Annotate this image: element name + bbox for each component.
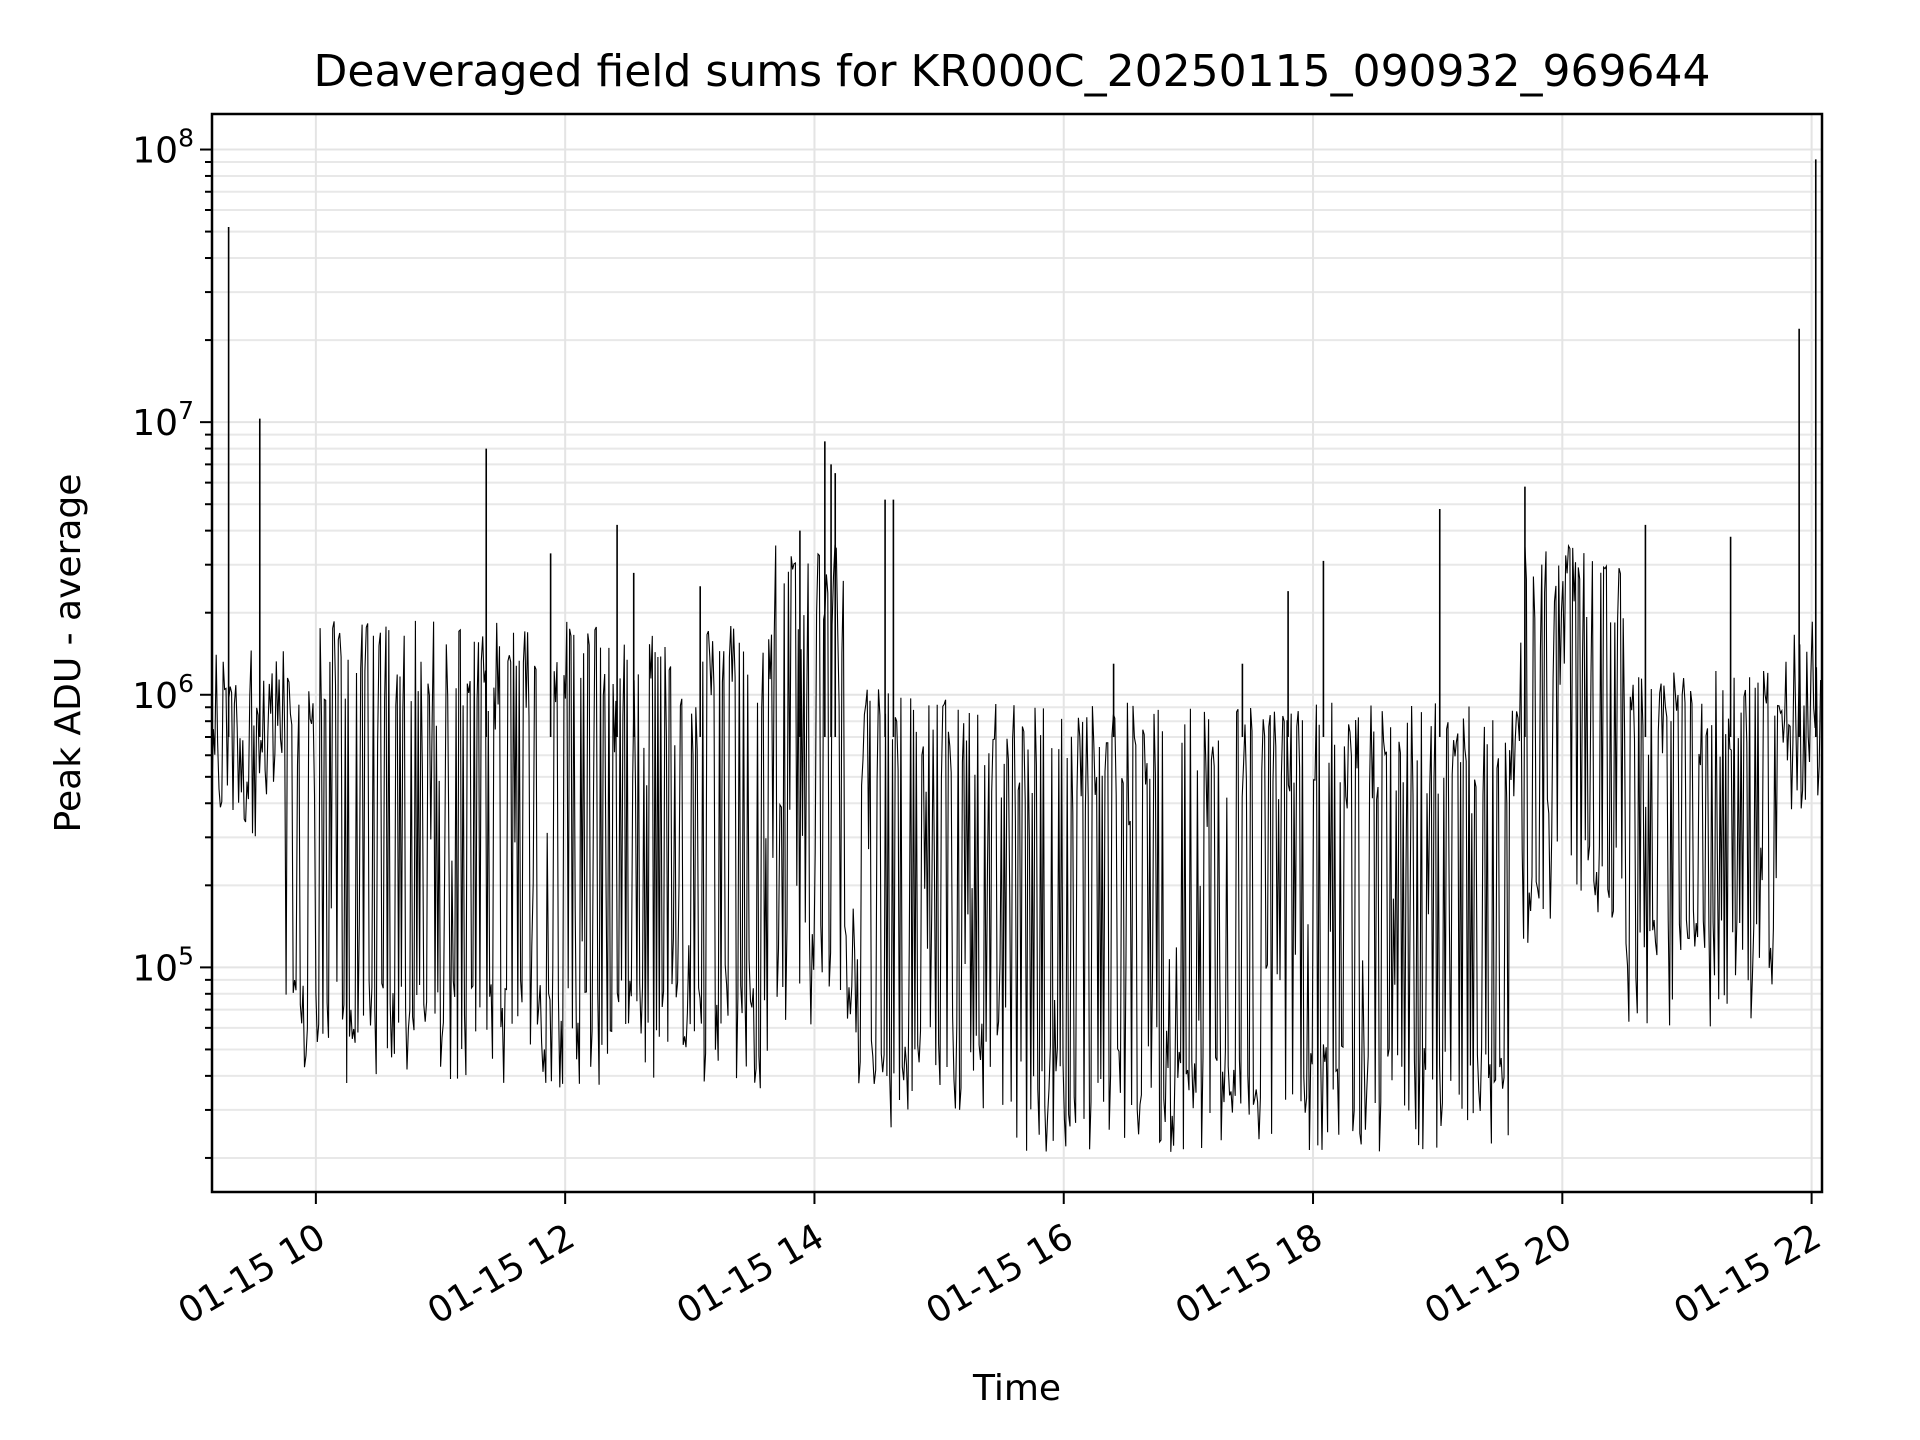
x-axis-label: Time — [972, 1368, 1061, 1409]
y-tick-base: 10 — [132, 676, 178, 717]
series-line — [211, 543, 1822, 1152]
y-tick-exponent: 8 — [178, 124, 194, 153]
y-tick-base: 10 — [132, 131, 178, 172]
y-tick-label: 108 — [132, 124, 194, 172]
y-tick-exponent: 6 — [178, 669, 194, 698]
chart-title: Deaveraged field sums for KR000C_2025011… — [314, 46, 1711, 97]
data-series — [211, 159, 1822, 1152]
y-tick-label: 105 — [132, 941, 194, 989]
y-tick-base: 10 — [132, 948, 178, 989]
y-tick-exponent: 7 — [178, 396, 194, 425]
y-tick-label: 106 — [132, 669, 194, 717]
plot-frame — [210, 112, 1824, 1194]
y-tick-label: 107 — [132, 396, 194, 444]
y-axis-label: Peak ADU - average — [48, 474, 89, 833]
y-tick-base: 10 — [132, 403, 178, 444]
y-tick-exponent: 5 — [178, 941, 194, 970]
